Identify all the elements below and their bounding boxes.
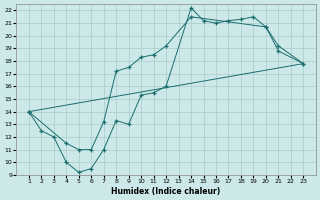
X-axis label: Humidex (Indice chaleur): Humidex (Indice chaleur): [111, 187, 221, 196]
